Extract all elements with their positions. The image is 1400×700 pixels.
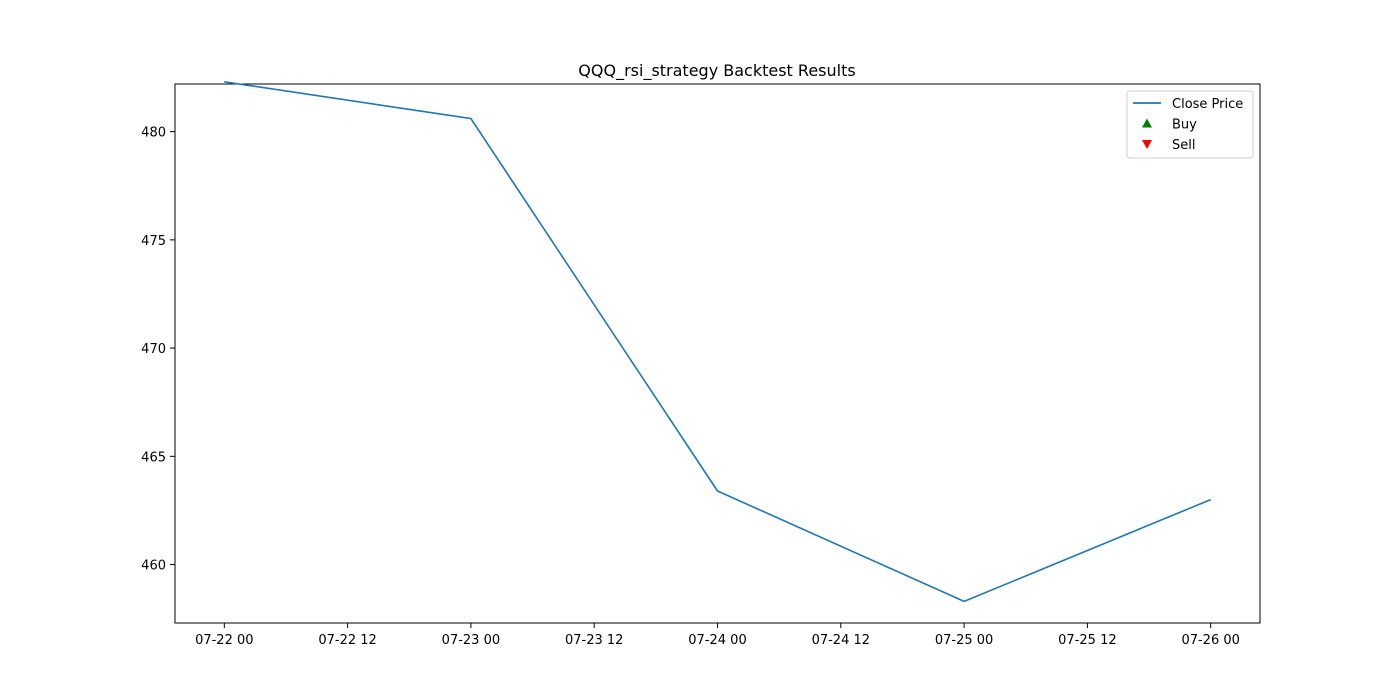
series-layer (224, 81, 1212, 603)
triangle-up-icon (1142, 118, 1152, 128)
legend-label: Sell (1172, 138, 1195, 153)
legend: Close Price Buy Sell (1126, 90, 1254, 159)
x-tick-label: 07-23 00 (442, 633, 500, 648)
x-tick-label: 07-25 00 (935, 633, 993, 648)
plot-area (174, 83, 1261, 624)
x-tick-label: 07-22 00 (195, 633, 253, 648)
legend-item: Close Price (1133, 97, 1243, 112)
legend-box (1126, 90, 1254, 159)
triangle-down-icon (1142, 140, 1152, 149)
x-tick-label: 07-26 00 (1181, 633, 1239, 648)
legend-item: Buy (1142, 118, 1197, 133)
y-tick-label: 470 (141, 342, 166, 357)
legend-item: Sell (1142, 138, 1195, 153)
y-tick-label: 475 (141, 234, 166, 249)
x-tick-label: 07-23 12 (565, 633, 623, 648)
x-axis: 07-22 00 07-22 12 07-23 00 07-23 12 07-24 00… (195, 623, 1240, 648)
legend-label: Buy (1172, 118, 1197, 133)
series-line-close-price (224, 81, 1212, 603)
y-tick-label: 465 (141, 450, 166, 465)
x-tick-label: 07-24 12 (812, 633, 870, 648)
x-tick-label: 07-24 00 (688, 633, 746, 648)
y-tick-label: 460 (141, 559, 166, 574)
x-tick-label: 07-22 12 (318, 633, 376, 648)
chart-title: QQQ_rsi_strategy Backtest Results (578, 61, 855, 81)
x-tick-label: 07-25 12 (1058, 633, 1116, 648)
y-axis: 460 465 470 475 480 (141, 126, 175, 574)
legend-label: Close Price (1172, 97, 1243, 112)
y-tick-label: 480 (141, 126, 166, 141)
